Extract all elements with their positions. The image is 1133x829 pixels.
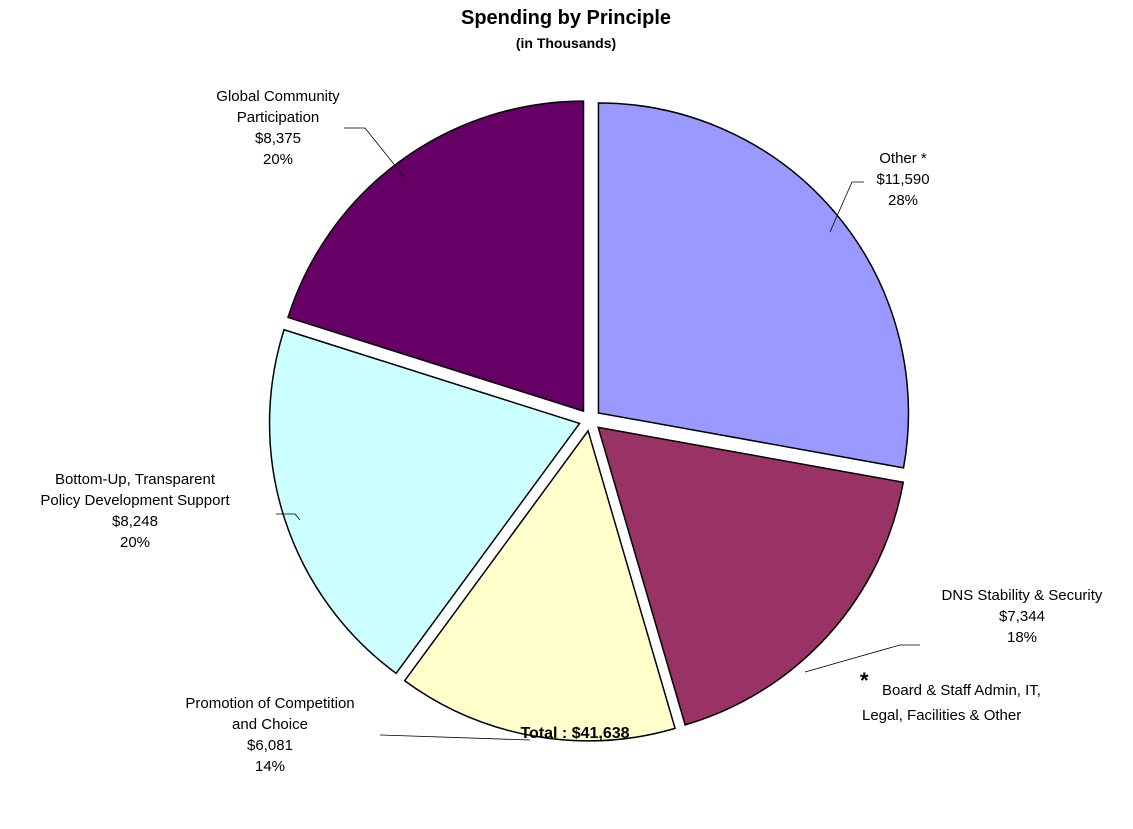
slice-label-0-line-2: 28% <box>888 192 918 209</box>
leader-line-2 <box>379 734 531 741</box>
slice-label-4-line-3: 20% <box>263 151 293 168</box>
slice-label-3-line-2: $8,248 <box>112 513 158 530</box>
pie-slices <box>268 100 910 742</box>
slice-label-1-line-0: DNS Stability & Security <box>942 587 1103 604</box>
footnote-marker: * <box>860 668 869 693</box>
leader-line-0 <box>829 181 864 233</box>
slice-label-0-line-0: Other * <box>879 150 927 167</box>
slice-label-3-line-1: Policy Development Support <box>40 492 230 509</box>
pie-slice-4 <box>287 100 585 413</box>
leader-line-1 <box>804 644 920 673</box>
chart-subtitle: (in Thousands) <box>516 35 616 51</box>
slice-label-0-line-1: $11,590 <box>876 171 929 188</box>
footnote-line-2: Legal, Facilities & Other <box>862 707 1021 724</box>
pie-slice-0 <box>597 102 910 469</box>
slice-labels: Other * $11,590 28% DNS Stability & Securit… <box>40 88 1103 775</box>
footnote: * Board & Staff Admin, IT, Legal, Facili… <box>860 668 1041 724</box>
slice-label-2-line-0: Promotion of Competition <box>185 695 354 712</box>
slice-label-2-line-2: $6,081 <box>247 737 293 754</box>
total-label: Total : $41,638 <box>520 725 629 742</box>
pie-slice-1 <box>597 426 905 726</box>
slice-label-3-line-0: Bottom-Up, Transparent <box>55 471 216 488</box>
slice-label-2-line-1: and Choice <box>232 716 308 733</box>
chart-title: Spending by Principle <box>461 7 671 29</box>
slice-label-4-line-1: Participation <box>237 109 320 126</box>
slice-label-1-line-2: 18% <box>1007 629 1037 646</box>
slice-label-2-line-3: 14% <box>255 758 285 775</box>
slice-label-0: Other * $11,590 28% <box>876 150 929 209</box>
slice-label-4: Global Community Participation $8,375 20% <box>216 88 340 168</box>
slice-label-1-line-1: $7,344 <box>999 608 1045 625</box>
slice-label-4-line-2: $8,375 <box>255 130 301 147</box>
slice-label-1: DNS Stability & Security $7,344 18% <box>942 587 1103 646</box>
slice-label-2: Promotion of Competition and Choice $6,081… <box>185 695 354 775</box>
leader-line-3 <box>276 513 301 521</box>
leader-line-4 <box>344 127 406 179</box>
slice-label-3-line-3: 20% <box>120 534 150 551</box>
slice-label-4-line-0: Global Community <box>216 88 340 105</box>
pie-slice-3 <box>268 328 581 675</box>
footnote-line-1: Board & Staff Admin, IT, <box>882 682 1041 699</box>
slice-label-3: Bottom-Up, Transparent Policy Development… <box>40 471 230 551</box>
leader-lines <box>276 127 920 741</box>
pie-slice-2 <box>403 429 677 742</box>
